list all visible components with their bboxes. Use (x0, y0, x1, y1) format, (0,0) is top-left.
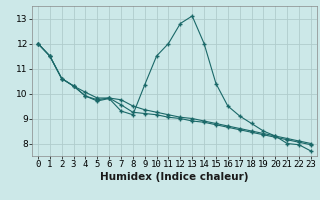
X-axis label: Humidex (Indice chaleur): Humidex (Indice chaleur) (100, 172, 249, 182)
